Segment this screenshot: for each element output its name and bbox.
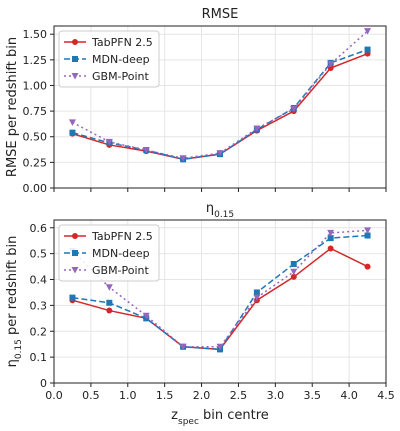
point <box>364 232 371 239</box>
legend-label: MDN-deep <box>92 247 150 260</box>
x-tick-label: 4.5 <box>377 389 395 402</box>
subscript: 0.15 <box>214 210 234 220</box>
chart-title: RMSE <box>202 7 239 22</box>
point <box>69 294 76 301</box>
x-tick-label: 1.0 <box>119 389 137 402</box>
x-tick-label: 0.5 <box>82 389 100 402</box>
legend-box <box>58 30 160 88</box>
series-line <box>71 229 368 348</box>
y-tick-label: 0.25 <box>23 156 48 169</box>
point <box>142 312 150 320</box>
legend-label: TabPFN 2.5 <box>91 230 153 243</box>
legend-box <box>58 224 160 282</box>
point <box>142 147 150 154</box>
y-tick-label: 0.00 <box>23 182 48 195</box>
y-tick-label: 1.25 <box>23 54 48 67</box>
legend-marker <box>71 73 79 80</box>
point <box>290 268 298 276</box>
point <box>106 307 113 314</box>
x-axis-label: zspec bin centre <box>171 408 269 427</box>
y-tick-label: 0.1 <box>30 351 48 364</box>
point <box>327 60 335 68</box>
legend-marker <box>72 56 78 62</box>
y-tick-label: 0.5 <box>30 248 48 261</box>
point <box>253 294 261 302</box>
legend-label: GBM-Point <box>92 70 150 83</box>
legend-marker <box>72 39 78 45</box>
point <box>105 284 113 291</box>
y-tick-label: 0.2 <box>30 325 48 338</box>
point <box>327 245 334 252</box>
axes-frame <box>53 219 387 384</box>
point <box>216 343 224 351</box>
legend-label: TabPFN 2.5 <box>91 36 153 49</box>
point <box>364 28 372 35</box>
series-line <box>72 234 368 351</box>
y-axis-label: η0.15 per redshift bin <box>5 236 24 368</box>
legend-label: MDN-deep <box>92 53 150 66</box>
point <box>68 119 76 126</box>
subscript: 0.15 <box>14 339 24 359</box>
text-part: η <box>206 201 214 216</box>
text-part: per redshift bin <box>5 236 20 339</box>
y-tick-label: 0.3 <box>30 299 48 312</box>
text-part: z <box>171 408 178 423</box>
point <box>179 155 187 162</box>
series-line <box>72 48 368 161</box>
x-tick-label: 2.0 <box>193 389 211 402</box>
x-tick-label: 3.5 <box>303 389 321 402</box>
text-part: η <box>5 359 20 367</box>
subscript: spec <box>178 417 199 427</box>
point <box>216 150 224 157</box>
point <box>364 263 371 270</box>
point <box>290 273 297 280</box>
x-tick-label: 3.0 <box>267 389 285 402</box>
legend-marker <box>72 233 78 239</box>
x-tick-label: 1.5 <box>156 389 174 402</box>
point <box>364 227 372 234</box>
point <box>290 260 297 267</box>
point <box>253 125 261 133</box>
chart-title: η0.15 <box>206 201 234 220</box>
y-tick-label: 0.6 <box>30 222 48 235</box>
point <box>69 129 76 136</box>
point <box>106 299 113 306</box>
y-tick-label: 0.75 <box>23 105 48 118</box>
legend-marker <box>71 267 79 274</box>
point <box>105 138 113 146</box>
y-tick-label: 1.50 <box>23 28 48 41</box>
y-tick-label: 1.00 <box>23 79 48 92</box>
text-part: bin centre <box>199 408 269 423</box>
legend-marker <box>72 250 78 256</box>
y-axis-label: RMSE per redshift bin <box>5 37 20 177</box>
point <box>179 343 187 351</box>
point <box>364 46 371 53</box>
legend-label: GBM-Point <box>92 264 150 277</box>
x-tick-label: 0.0 <box>45 389 63 402</box>
axes-frame <box>53 25 387 189</box>
point <box>327 235 334 242</box>
x-tick-label: 2.5 <box>230 389 248 402</box>
point <box>290 106 298 113</box>
y-tick-label: 0 <box>40 377 47 390</box>
point <box>253 289 260 296</box>
y-tick-label: 0.50 <box>23 131 48 144</box>
x-tick-label: 4.0 <box>340 389 358 402</box>
point <box>327 229 335 237</box>
y-tick-label: 0.4 <box>30 274 48 287</box>
